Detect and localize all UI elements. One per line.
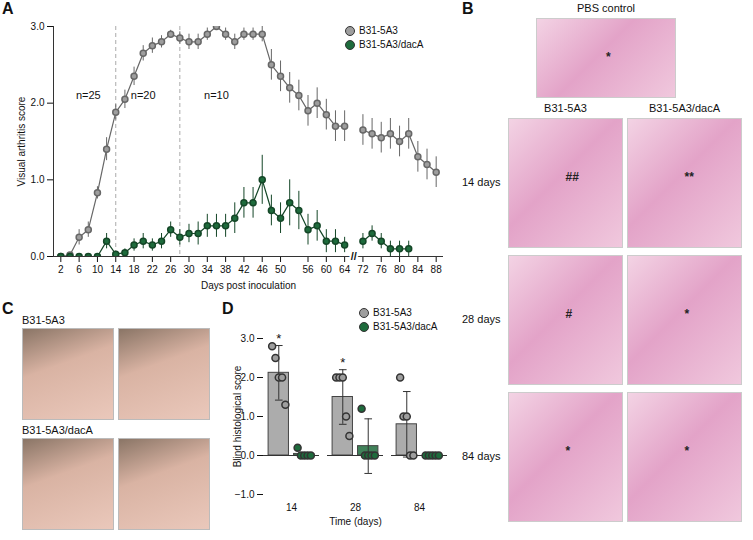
svg-text:56: 56	[302, 264, 314, 275]
svg-text:n=20: n=20	[131, 89, 156, 101]
svg-text:2.0: 2.0	[31, 97, 45, 108]
html-text:A: A	[2, 0, 14, 17]
html-text:B31-5A3: B31-5A3	[359, 25, 398, 36]
svg-text:−1.0: −1.0	[235, 489, 255, 500]
svg-text:1.0: 1.0	[31, 174, 45, 185]
html-text:B31-5A3/dacA: B31-5A3/dacA	[373, 321, 438, 332]
svg-text:14: 14	[286, 502, 298, 513]
svg-text:42: 42	[238, 264, 250, 275]
html-text:B31-5A3/dacA: B31-5A3/dacA	[22, 424, 93, 436]
svg-text:2: 2	[58, 264, 64, 275]
svg-text:30: 30	[183, 264, 195, 275]
svg-text:n=25: n=25	[76, 89, 101, 101]
svg-text:76: 76	[376, 264, 388, 275]
html-text:PBS control: PBS control	[577, 2, 635, 14]
html-text:B31-5A3: B31-5A3	[22, 314, 65, 326]
svg-text:3.0: 3.0	[241, 333, 255, 344]
svg-text:80: 80	[394, 264, 406, 275]
html-text:B31-5A3: B31-5A3	[373, 307, 412, 318]
html-text:B: B	[462, 0, 474, 17]
svg-text:1.0: 1.0	[241, 411, 255, 422]
svg-text:0.0: 0.0	[241, 450, 255, 461]
svg-text:6: 6	[76, 264, 82, 275]
svg-text:*: *	[276, 331, 281, 346]
svg-text:Visual arthritis score: Visual arthritis score	[16, 96, 27, 186]
html-text:B31-5A3: B31-5A3	[544, 102, 587, 114]
html-text:C: C	[2, 300, 14, 317]
svg-text:10: 10	[92, 264, 104, 275]
html-text:84 days: 84 days	[462, 450, 501, 462]
svg-text:n=10: n=10	[204, 89, 229, 101]
svg-text:50: 50	[275, 264, 287, 275]
svg-text:Days post inoculation: Days post inoculation	[201, 280, 296, 291]
svg-text:2.0: 2.0	[241, 372, 255, 383]
svg-text:72: 72	[357, 264, 369, 275]
svg-text:18: 18	[129, 264, 141, 275]
svg-text:84: 84	[412, 264, 424, 275]
svg-text:38: 38	[220, 264, 232, 275]
svg-text://: //	[351, 250, 357, 262]
svg-text:22: 22	[147, 264, 159, 275]
svg-text:84: 84	[414, 502, 426, 513]
html-text:D: D	[222, 300, 234, 317]
html-text:B31-5A3/dacA: B31-5A3/dacA	[359, 39, 424, 50]
svg-text:3.0: 3.0	[31, 21, 45, 32]
svg-text:46: 46	[257, 264, 269, 275]
svg-text:28: 28	[350, 502, 362, 513]
svg-text:Time (days): Time (days)	[329, 516, 381, 527]
svg-text:64: 64	[339, 264, 351, 275]
svg-text:26: 26	[165, 264, 177, 275]
html-text:B31-5A3/dacA: B31-5A3/dacA	[649, 102, 720, 114]
svg-text:88: 88	[431, 264, 443, 275]
svg-text:*: *	[340, 355, 345, 370]
html-text:28 days: 28 days	[462, 313, 501, 325]
svg-text:Blind histological score: Blind histological score	[232, 365, 243, 467]
svg-text:34: 34	[202, 264, 214, 275]
svg-text:14: 14	[110, 264, 122, 275]
svg-text:0.0: 0.0	[31, 251, 45, 262]
html-text:14 days: 14 days	[462, 176, 501, 188]
svg-text:60: 60	[321, 264, 333, 275]
